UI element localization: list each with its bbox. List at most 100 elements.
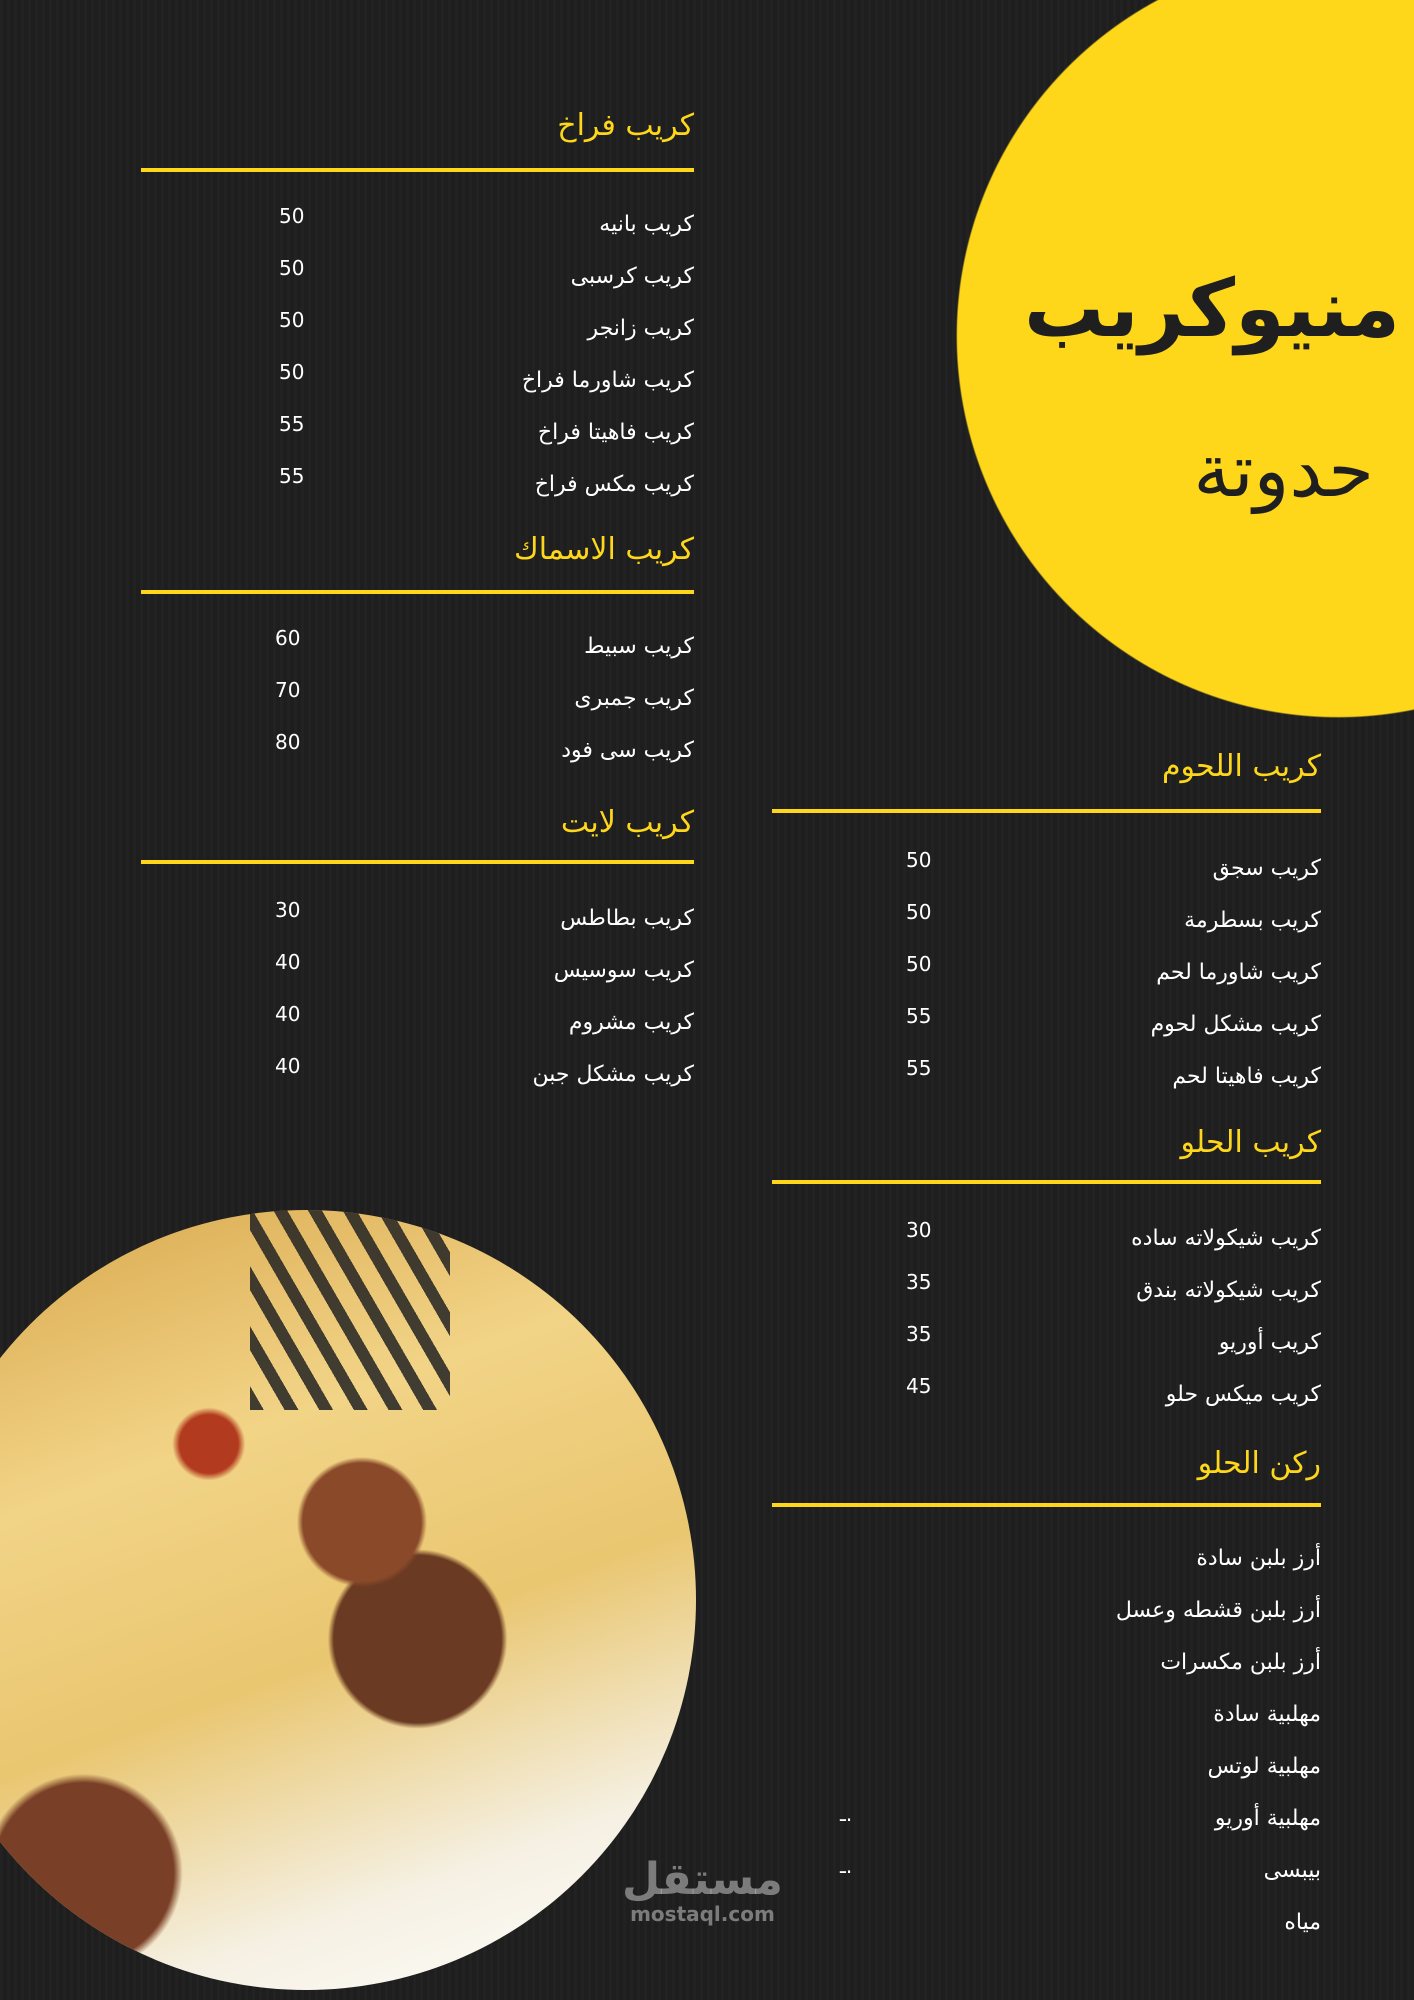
item-price: 40 xyxy=(275,950,301,974)
item-price: 50 xyxy=(906,900,932,924)
item-name: أرز بلبن قشطه وعسل xyxy=(1115,1598,1321,1623)
menu-item: أرز بلبن سادة xyxy=(772,1546,1321,1586)
item-name: بيبسى xyxy=(1263,1858,1321,1883)
menu-item: كريب سبيط 60 xyxy=(141,626,694,674)
item-name: كريب جمبرى xyxy=(574,686,694,711)
item-name: كريب سى فود xyxy=(561,738,694,763)
menu-item: كريب مكس فراخ 55 xyxy=(141,464,694,512)
item-price: 70 xyxy=(275,678,301,702)
item-price: 40 xyxy=(275,1054,301,1078)
section-divider xyxy=(141,168,694,172)
menu-item: كريب بانيه 50 xyxy=(141,204,694,252)
menu-item: كريب مشكل لحوم 55 xyxy=(772,1004,1321,1052)
item-name: كريب سجق xyxy=(1212,856,1321,881)
menu-item: كريب شيكولاته بندق 35 xyxy=(772,1270,1321,1318)
brand-circle: منيوكريب حدوتة xyxy=(956,0,1414,718)
item-name: كريب شاورما فراخ xyxy=(521,368,694,393)
menu-item: كريب سى فود 80 xyxy=(141,730,694,778)
brand-title: منيوكريب xyxy=(1023,262,1400,355)
section-title: كريب الاسماك xyxy=(514,532,694,567)
item-name: كريب كرسبى xyxy=(570,264,694,289)
section-title: ركن الحلو xyxy=(1197,1446,1321,1481)
item-price: 30 xyxy=(275,898,301,922)
item-price: 35 xyxy=(906,1322,932,1346)
item-price: ـ. xyxy=(840,1854,853,1878)
item-price: 50 xyxy=(279,360,305,384)
menu-item: كريب شاورما لحم 50 xyxy=(772,952,1321,1000)
item-name: مهلبية سادة xyxy=(1213,1702,1321,1727)
item-price: 35 xyxy=(906,1270,932,1294)
item-name: مياه xyxy=(1284,1910,1321,1935)
fork-image xyxy=(250,1210,450,1410)
item-name: أرز بلبن مكسرات xyxy=(1160,1650,1321,1675)
item-name: كريب بسطرمة xyxy=(1184,908,1321,933)
menu-item: أرز بلبن مكسرات xyxy=(772,1650,1321,1690)
menu-item: كريب ميكس حلو 45 xyxy=(772,1374,1321,1422)
section-divider xyxy=(772,1503,1321,1507)
section-divider xyxy=(772,809,1321,813)
menu-item: كريب فاهيتا لحم 55 xyxy=(772,1056,1321,1104)
item-name: كريب فاهيتا لحم xyxy=(1172,1064,1321,1089)
item-price: 40 xyxy=(275,1002,301,1026)
item-price: 55 xyxy=(906,1056,932,1080)
menu-item: مهلبية لوتس xyxy=(772,1754,1321,1794)
brand-subtitle: حدوتة xyxy=(1193,428,1374,514)
item-name: مهلبية لوتس xyxy=(1207,1754,1321,1779)
item-name: كريب زانجر xyxy=(587,316,694,341)
menu-item: كريب أوريو 35 xyxy=(772,1322,1321,1370)
menu-item: كريب بطاطس 30 xyxy=(141,898,694,946)
section-divider xyxy=(141,860,694,864)
item-name: كريب مشروم xyxy=(568,1010,694,1035)
item-name: كريب سوسيس xyxy=(553,958,694,983)
section-title: كريب لايت xyxy=(560,805,694,840)
item-name: كريب شيكولاته بندق xyxy=(1136,1278,1321,1303)
item-name: كريب ميكس حلو xyxy=(1165,1382,1321,1407)
menu-item: كريب سوسيس 40 xyxy=(141,950,694,998)
crepe-photo xyxy=(0,1210,696,1990)
menu-item: مهلبية أوريو ـ. xyxy=(772,1802,1321,1846)
section-title: كريب فراخ xyxy=(557,108,694,143)
menu-item: مياه xyxy=(772,1910,1321,1950)
item-name: كريب مشكل جبن xyxy=(532,1062,694,1087)
item-price: 45 xyxy=(906,1374,932,1398)
menu-item: مهلبية سادة xyxy=(772,1702,1321,1742)
section-divider xyxy=(772,1180,1321,1184)
item-price: 50 xyxy=(906,848,932,872)
item-name: كريب مشكل لحوم xyxy=(1150,1012,1321,1037)
menu-item: بيبسى ـ. xyxy=(772,1854,1321,1898)
watermark-url: mostaql.com xyxy=(630,1902,775,1926)
section-title: كريب اللحوم xyxy=(1161,749,1321,784)
item-name: أرز بلبن سادة xyxy=(1196,1546,1321,1571)
menu-item: كريب كرسبى 50 xyxy=(141,256,694,304)
watermark-logo: مستقل xyxy=(622,1854,783,1905)
menu-item: كريب مشروم 40 xyxy=(141,1002,694,1050)
item-price: 50 xyxy=(279,256,305,280)
item-name: كريب بطاطس xyxy=(560,906,694,931)
section-title: كريب الحلو xyxy=(1180,1125,1321,1160)
item-price: 50 xyxy=(279,308,305,332)
menu-item: كريب بسطرمة 50 xyxy=(772,900,1321,948)
menu-item: كريب جمبرى 70 xyxy=(141,678,694,726)
menu-item: أرز بلبن قشطه وعسل xyxy=(772,1598,1321,1638)
item-name: مهلبية أوريو xyxy=(1214,1806,1321,1831)
menu-item: كريب شيكولاته ساده 30 xyxy=(772,1218,1321,1266)
item-name: كريب مكس فراخ xyxy=(534,472,694,497)
item-name: كريب أوريو xyxy=(1218,1330,1321,1355)
item-price: 55 xyxy=(279,464,305,488)
menu-item: كريب زانجر 50 xyxy=(141,308,694,356)
item-price: 55 xyxy=(279,412,305,436)
item-name: كريب شاورما لحم xyxy=(1156,960,1321,985)
menu-item: كريب فاهيتا فراخ 55 xyxy=(141,412,694,460)
item-price: ـ. xyxy=(840,1802,853,1826)
item-price: 60 xyxy=(275,626,301,650)
item-name: كريب فاهيتا فراخ xyxy=(537,420,694,445)
item-price: 80 xyxy=(275,730,301,754)
item-price: 55 xyxy=(906,1004,932,1028)
watermark: مستقل mostaql.com xyxy=(622,1854,783,1927)
section-divider xyxy=(141,590,694,594)
item-price: 30 xyxy=(906,1218,932,1242)
menu-item: كريب مشكل جبن 40 xyxy=(141,1054,694,1102)
menu-item: كريب سجق 50 xyxy=(772,848,1321,896)
item-name: كريب سبيط xyxy=(584,634,694,659)
item-price: 50 xyxy=(279,204,305,228)
